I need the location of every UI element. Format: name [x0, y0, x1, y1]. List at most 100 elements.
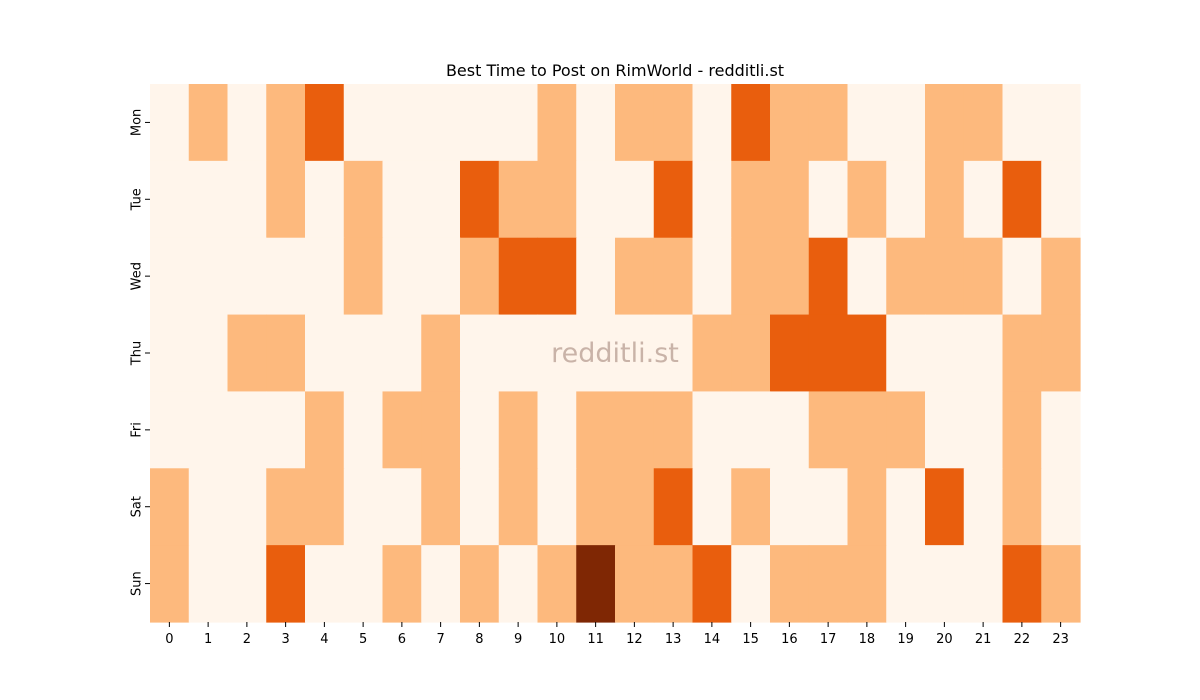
heatmap-cell-fri-9: [498, 391, 539, 469]
heatmap-cell-sun-21: [963, 545, 1004, 623]
heatmap-cell-sat-22: [1002, 468, 1042, 546]
heatmap-cell-wed-11: [576, 237, 616, 316]
heatmap-cell-tue-17: [808, 160, 849, 239]
heatmap-cell-sun-1: [188, 545, 229, 623]
heatmap-cell-mon-6: [382, 84, 422, 162]
heatmap-cell-mon-3: [266, 84, 306, 162]
y-tick-label: Sat: [130, 496, 145, 517]
heatmap-cell-sat-20: [925, 468, 965, 546]
heatmap-cell-mon-15: [731, 84, 771, 162]
heatmap-cell-fri-22: [1002, 391, 1042, 469]
heatmap-cell-sun-17: [808, 545, 849, 623]
heatmap-cell-sat-10: [537, 468, 577, 546]
heatmap-cell-wed-9: [498, 237, 539, 316]
heatmap-cell-fri-3: [266, 391, 306, 469]
heatmap-cell-sat-8: [460, 468, 500, 546]
heatmap-cell-sat-7: [421, 468, 461, 546]
heatmap-cell-wed-22: [1002, 237, 1042, 316]
heatmap-cell-sat-3: [266, 468, 306, 546]
heatmap-cell-sun-10: [537, 545, 577, 623]
y-axis: Mon Tue Wed Thu Fri Sat Sun: [130, 109, 150, 596]
heatmap-cell-thu-6: [382, 314, 422, 393]
heatmap-cell-sun-18: [847, 545, 887, 623]
heatmap-cell-wed-8: [460, 237, 500, 316]
heatmap-cell-mon-17: [808, 84, 849, 162]
heatmap-cell-sun-23: [1041, 545, 1081, 623]
heatmap-cell-wed-20: [925, 237, 965, 316]
heatmap-cell-fri-11: [576, 391, 616, 469]
heatmap-cell-wed-14: [692, 237, 732, 316]
heatmap-cell-wed-6: [382, 237, 422, 316]
heatmap-cell-tue-10: [537, 160, 577, 239]
heatmap-cell-sun-0: [150, 545, 190, 623]
heatmap-cell-tue-5: [343, 160, 384, 239]
heatmap-cell-sun-5: [343, 545, 384, 623]
heatmap-cell-sat-0: [150, 468, 190, 546]
heatmap-cell-tue-8: [460, 160, 500, 239]
heatmap-cell-fri-21: [963, 391, 1004, 469]
heatmap-cell-thu-18: [847, 314, 887, 393]
heatmap-cell-sun-8: [460, 545, 500, 623]
heatmap-cell-wed-17: [808, 237, 849, 316]
heatmap-cell-thu-7: [421, 314, 461, 393]
heatmap-cell-thu-23: [1041, 314, 1081, 393]
x-tick-label: 20: [936, 632, 953, 647]
y-tick-label: Wed: [130, 262, 145, 290]
x-tick-label: 1: [204, 632, 212, 647]
heatmap-cell-sat-23: [1041, 468, 1081, 546]
x-tick-label: 15: [742, 632, 759, 647]
heatmap-cell-fri-13: [653, 391, 694, 469]
heatmap-cell-sun-12: [615, 545, 655, 623]
heatmap-cell-fri-1: [188, 391, 229, 469]
heatmap-cells: [150, 84, 1081, 623]
x-tick-label: 14: [704, 632, 721, 647]
heatmap-cell-fri-5: [343, 391, 384, 469]
heatmap-cell-tue-11: [576, 160, 616, 239]
heatmap-cell-fri-10: [537, 391, 577, 469]
heatmap-cell-thu-0: [150, 314, 190, 393]
heatmap-cell-sat-21: [963, 468, 1004, 546]
x-tick-label: 4: [320, 632, 328, 647]
heatmap-cell-thu-9: [498, 314, 539, 393]
x-tick-label: 8: [475, 632, 483, 647]
heatmap-cell-thu-2: [227, 314, 267, 393]
heatmap-cell-wed-7: [421, 237, 461, 316]
chart-title: Best Time to Post on RimWorld - redditli…: [446, 61, 784, 80]
heatmap-cell-wed-4: [305, 237, 345, 316]
heatmap-cell-mon-22: [1002, 84, 1042, 162]
x-tick-label: 5: [359, 632, 367, 647]
heatmap-cell-thu-1: [188, 314, 229, 393]
heatmap-cell-sun-22: [1002, 545, 1042, 623]
heatmap-cell-fri-6: [382, 391, 422, 469]
heatmap-cell-sun-20: [925, 545, 965, 623]
heatmap-cell-wed-5: [343, 237, 384, 316]
heatmap-cell-fri-2: [227, 391, 267, 469]
heatmap-cell-mon-23: [1041, 84, 1081, 162]
heatmap-cell-thu-21: [963, 314, 1004, 393]
heatmap-cell-sat-11: [576, 468, 616, 546]
heatmap-cell-thu-13: [653, 314, 694, 393]
x-tick-label: 11: [587, 632, 604, 647]
heatmap-cell-sun-3: [266, 545, 306, 623]
heatmap-cell-sun-4: [305, 545, 345, 623]
heatmap-cell-sat-6: [382, 468, 422, 546]
y-tick-label: Thu: [130, 341, 145, 366]
heatmap-cell-mon-13: [653, 84, 694, 162]
heatmap-cell-tue-22: [1002, 160, 1042, 239]
heatmap-cell-mon-1: [188, 84, 229, 162]
heatmap-cell-thu-14: [692, 314, 732, 393]
heatmap-cell-tue-16: [770, 160, 810, 239]
x-tick-label: 16: [781, 632, 798, 647]
heatmap-cell-sun-13: [653, 545, 694, 623]
heatmap-cell-fri-4: [305, 391, 345, 469]
heatmap-cell-mon-8: [460, 84, 500, 162]
x-tick-label: 19: [897, 632, 914, 647]
heatmap-cell-sun-11: [576, 545, 616, 623]
heatmap-cell-fri-16: [770, 391, 810, 469]
heatmap-cell-wed-23: [1041, 237, 1081, 316]
heatmap-cell-mon-12: [615, 84, 655, 162]
watermark: redditli.st: [551, 338, 679, 369]
x-tick-label: 10: [549, 632, 566, 647]
y-tick-label: Sun: [130, 571, 145, 596]
heatmap-cell-tue-14: [692, 160, 732, 239]
